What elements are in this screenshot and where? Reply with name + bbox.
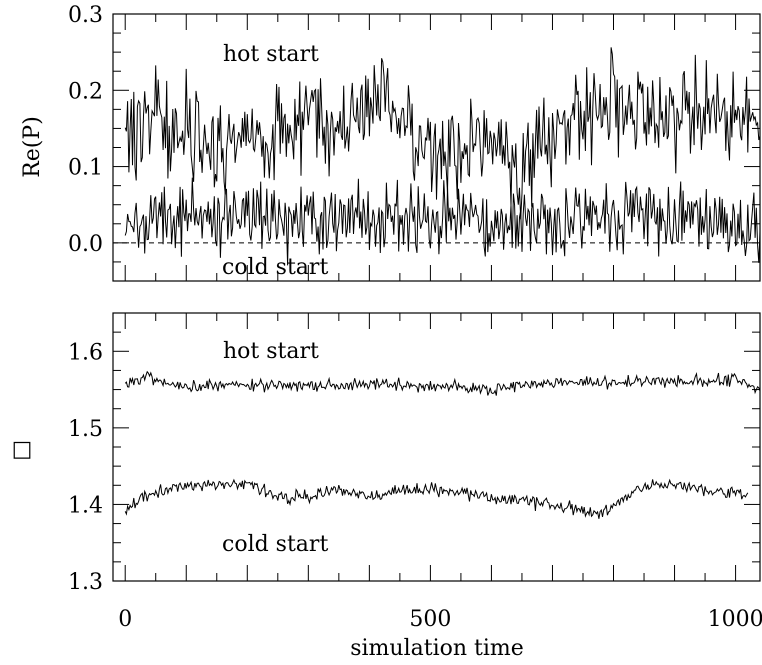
x-axis-title: simulation time xyxy=(350,636,524,661)
bottom-ticks xyxy=(113,312,760,582)
top-y-axis-title: Re(P) xyxy=(20,116,45,178)
bottom-panel: 1.3 1.4 1.5 1.6 0 500 1000 hot start cold star… xyxy=(12,312,762,661)
x-tick-label: 0 xyxy=(118,607,132,632)
top-annotation-hot: hot start xyxy=(223,42,319,67)
cold-start-series-line xyxy=(124,177,761,266)
top-plot-frame xyxy=(112,13,761,282)
x-tick-label: 500 xyxy=(409,607,451,632)
top-panel: 0.0 0.1 0.2 0.3 hot start cold start Re(P) xyxy=(20,3,761,282)
bottom-plot-frame xyxy=(112,312,761,582)
top-tick-labels: 0.0 0.1 0.2 0.3 xyxy=(68,3,103,257)
y-tick-label: 1.5 xyxy=(68,417,103,442)
bottom-annotation-hot: hot start xyxy=(223,339,319,364)
top-ticks xyxy=(113,13,760,282)
x-tick-label: 1000 xyxy=(708,607,762,632)
bottom-y-axis-title: □ xyxy=(12,437,33,462)
y-tick-label: 1.6 xyxy=(68,340,103,365)
y-tick-label: 1.4 xyxy=(68,493,103,518)
y-tick-label: 0.3 xyxy=(68,3,103,28)
y-tick-label: 0.1 xyxy=(68,156,103,181)
y-tick-label: 0.0 xyxy=(68,232,103,257)
bottom-tick-labels: 1.3 1.4 1.5 1.6 0 500 1000 xyxy=(68,340,762,632)
y-tick-label: 0.2 xyxy=(68,79,103,104)
hot-start-series-line xyxy=(124,47,761,220)
hot-start-series-line xyxy=(124,370,761,396)
y-tick-label: 1.3 xyxy=(68,570,103,595)
cold-start-series-line xyxy=(124,478,749,519)
top-annotation-cold: cold start xyxy=(222,255,328,280)
bottom-annotation-cold: cold start xyxy=(222,532,328,557)
